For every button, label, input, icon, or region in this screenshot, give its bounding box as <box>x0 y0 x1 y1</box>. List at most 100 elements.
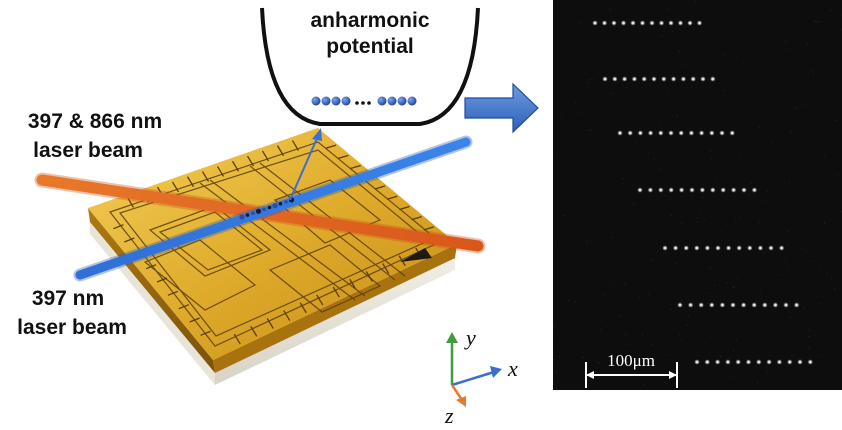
ion-fluorescence-spot <box>695 246 699 250</box>
ion <box>341 96 351 106</box>
ion-image-panel: 100μm <box>553 0 842 390</box>
ellipsis-dot <box>361 101 365 105</box>
ion-fluorescence-spot <box>678 21 683 25</box>
ion-fluorescence-spot <box>697 21 702 25</box>
ion-fluorescence-spot <box>794 303 799 307</box>
ion-fluorescence-spot <box>631 21 635 25</box>
y-axis-label: y <box>464 325 476 350</box>
ion-fluorescence-spot <box>603 77 607 81</box>
bond-pad <box>167 290 179 296</box>
ion-image-row <box>618 131 734 135</box>
ion-fluorescence-spot <box>711 188 715 192</box>
ion-fluorescence-spot <box>700 188 705 192</box>
chip-side-front <box>88 208 215 373</box>
ion-chain-in-potential <box>311 96 417 106</box>
ion-image-row <box>593 21 702 25</box>
ion <box>272 203 278 209</box>
ion-fluorescence-spot <box>752 303 756 307</box>
ion-fluorescence-spot <box>691 77 695 81</box>
ion-fluorescence-spot <box>758 246 763 250</box>
ion-fluorescence-spot <box>662 77 666 81</box>
ion-fluorescence-spot <box>618 131 622 135</box>
ion-fluorescence-spot <box>628 131 632 135</box>
bond-pad <box>325 144 337 149</box>
ion-fluorescence-spot <box>679 188 684 192</box>
ion-image-background <box>553 0 842 390</box>
ion-image-row <box>678 303 799 307</box>
ion-image-row <box>638 188 757 192</box>
bond-pad <box>374 185 386 190</box>
ion-fluorescence-spot <box>690 188 694 192</box>
bond-pads-front <box>113 224 211 336</box>
anharmonic-potential-diagram: anharmonic potential <box>260 7 480 126</box>
bond-pad <box>338 154 349 159</box>
ellipsis-dot <box>355 101 359 105</box>
ion-fluorescence-spot <box>773 303 778 307</box>
orange-laser-label-line1: 397 & 866 nm <box>28 110 162 133</box>
potential-label-line2: potential <box>326 35 414 58</box>
ion-fluorescence-spot <box>746 360 751 364</box>
ion-fluorescence-spot <box>652 77 656 81</box>
x-axis-label: x <box>507 356 518 381</box>
blue-laser-label-line2: laser beam <box>17 316 127 339</box>
ion <box>321 96 331 106</box>
ion <box>407 96 417 106</box>
bond-pad <box>201 171 210 182</box>
bond-pad <box>283 310 291 321</box>
ion-fluorescence-spot <box>808 360 813 364</box>
bond-pad <box>250 325 258 337</box>
ion <box>331 96 341 106</box>
bond-pad <box>261 150 270 162</box>
ion-fluorescence-spot <box>757 360 761 364</box>
ion-fluorescence-spot <box>689 131 694 135</box>
bond-pad <box>411 216 422 221</box>
ion <box>397 96 407 106</box>
ion-fluorescence-spot <box>705 360 710 364</box>
bond-pad <box>246 155 255 167</box>
ion-fluorescence-spot <box>621 21 626 25</box>
ion-fluorescence-spot <box>648 131 653 135</box>
laser-beam-blue <box>73 135 473 282</box>
ion-fluorescence-spot <box>710 131 714 135</box>
chip-base-right <box>215 258 455 385</box>
ion-fluorescence-spot <box>671 77 676 81</box>
ion-fluorescence-spot <box>678 303 682 307</box>
ion-fluorescence-spot <box>669 188 673 192</box>
ion-fluorescence-spot <box>798 360 802 364</box>
potential-label-line1: anharmonic <box>310 9 429 32</box>
bond-pad <box>291 140 300 151</box>
ion <box>251 211 255 215</box>
chip-notch <box>400 248 432 262</box>
zoom-pointer-arrow <box>289 128 322 201</box>
ion-fluorescence-spot <box>699 131 704 135</box>
bond-pad <box>266 318 274 329</box>
ion-fluorescence-spot <box>612 21 616 25</box>
ion-fluorescence-spot <box>720 131 724 135</box>
ion-fluorescence-spot <box>720 303 725 307</box>
transition-arrow <box>464 82 539 134</box>
ion-fluorescence-spot <box>648 188 653 192</box>
ion-fluorescence-spot <box>784 303 788 307</box>
ion-image-row <box>695 360 813 364</box>
trap-chip <box>88 128 457 385</box>
ion-fluorescence-spot <box>701 77 705 81</box>
ion-fluorescence-spot <box>650 21 654 25</box>
ion <box>245 213 250 217</box>
ion-fluorescence-spot <box>736 360 740 364</box>
bond-pad <box>156 277 168 283</box>
ion-fluorescence-spot <box>716 246 720 250</box>
ion-fluorescence-spot <box>688 21 692 25</box>
ion-fluorescence-spot <box>710 303 714 307</box>
bond-pad <box>349 278 357 290</box>
ion-fluorescence-spot <box>763 303 767 307</box>
ion <box>377 96 387 106</box>
ion-fluorescence-spot <box>669 131 673 135</box>
bond-pad <box>126 197 135 208</box>
ion <box>278 201 283 206</box>
ion-fluorescence-spot <box>767 360 771 364</box>
ion-fluorescence-spot <box>711 77 715 81</box>
ion-fluorescence-spot <box>730 131 734 135</box>
bond-pad <box>233 333 241 345</box>
ion-fluorescence-spot <box>593 21 597 25</box>
